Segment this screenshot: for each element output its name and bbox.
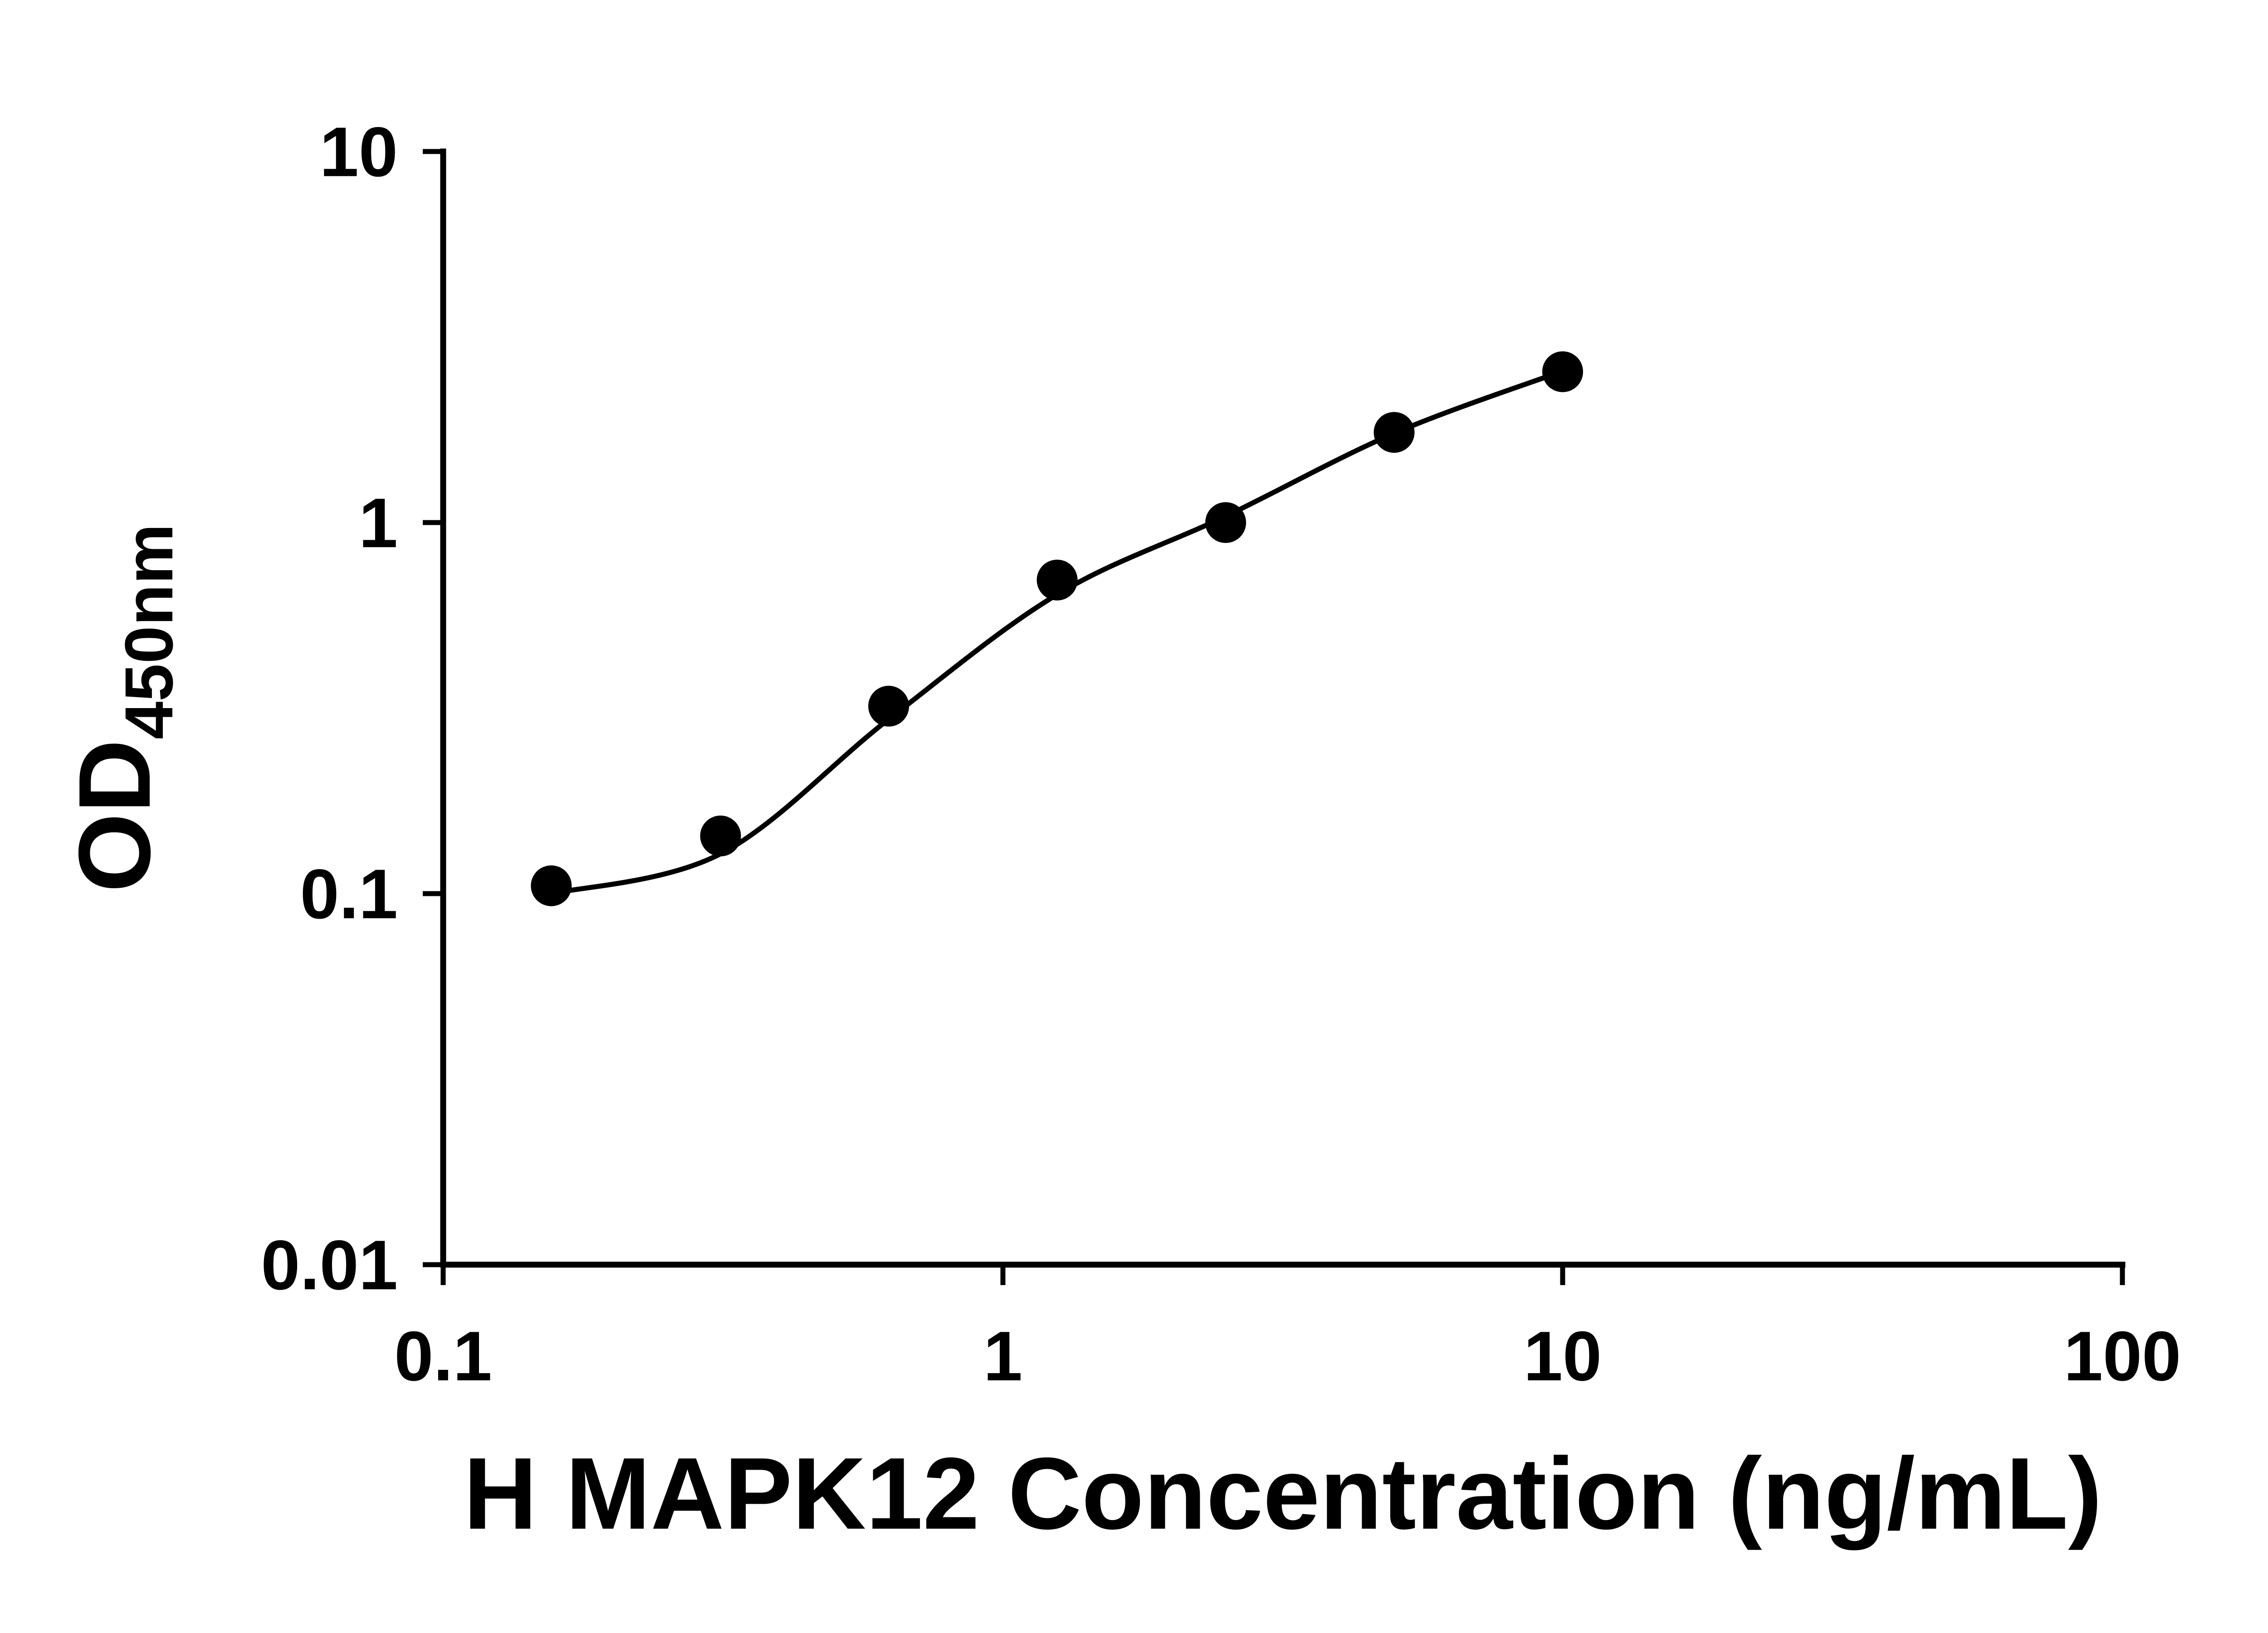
- data-point: [1374, 412, 1415, 453]
- x-tick-label: 0.1: [394, 1317, 492, 1395]
- y-tick-label: 1: [359, 484, 398, 562]
- y-axis-title: OD450nm: [57, 524, 187, 893]
- data-point: [531, 865, 572, 906]
- chart-axes: 0.1 1 10 100 0.01 0.1 1 10: [261, 112, 2181, 1395]
- data-point: [1036, 559, 1078, 601]
- axis-frame: [440, 148, 2126, 1268]
- fit-curve: [548, 368, 1565, 896]
- x-tick-label: 10: [1524, 1317, 1602, 1395]
- data-point: [1205, 502, 1246, 543]
- y-axis-title-main: OD: [57, 739, 171, 893]
- chart-series: [531, 351, 1583, 906]
- x-tick-label: 100: [2064, 1317, 2181, 1395]
- x-axis-title: H MAPK12 Concentration (ng/mL): [464, 1436, 2102, 1550]
- data-point: [868, 685, 909, 727]
- data-point: [700, 815, 741, 856]
- data-point: [1542, 351, 1583, 392]
- y-axis-title-sub: 450nm: [111, 524, 187, 739]
- y-tick-label: 0.1: [300, 855, 398, 933]
- x-tick-label: 1: [983, 1317, 1022, 1395]
- y-tick-label: 0.01: [261, 1226, 398, 1304]
- y-tick-label: 10: [320, 112, 398, 191]
